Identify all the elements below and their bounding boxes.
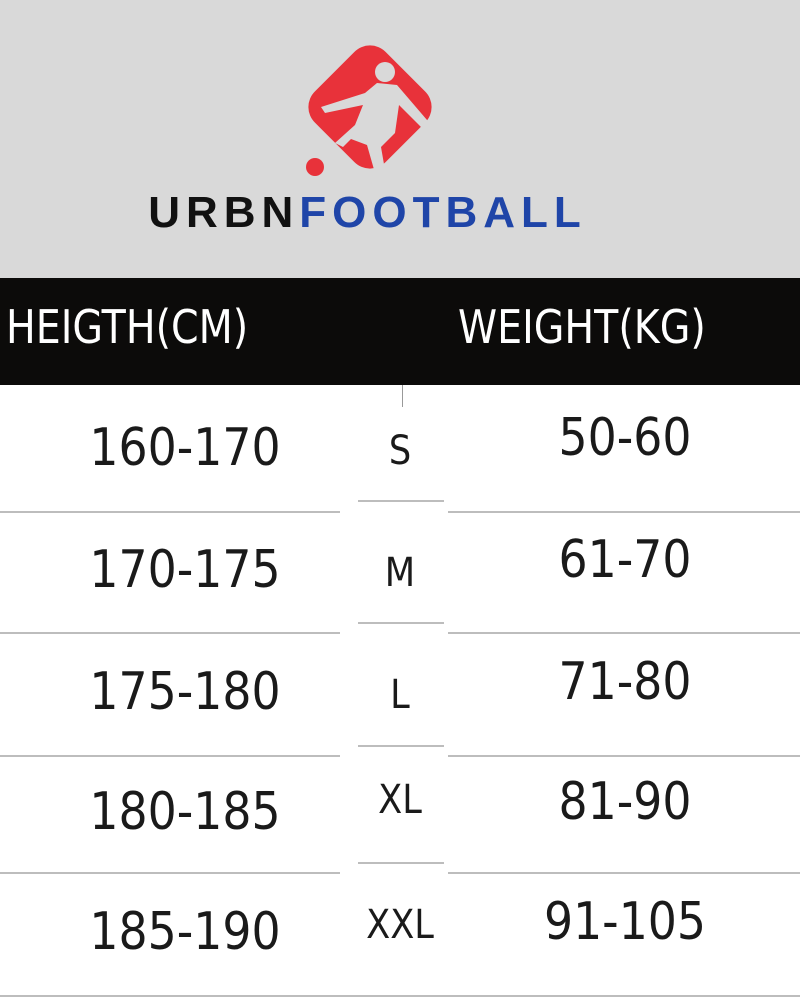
height-cell: 170-175 [89,540,281,600]
size-cell: S [388,428,412,474]
weight-cell: 81-90 [558,772,692,832]
weight-cell: 61-70 [558,530,692,590]
row-divider [448,632,800,634]
row-divider [448,755,800,757]
header-height: HEIGTH(CM) [6,300,249,354]
height-cell: 175-180 [89,662,281,722]
row-divider [358,745,444,747]
row-divider [448,872,800,874]
row-divider [0,632,340,634]
brand-header: URBNFOOTBALL [0,0,800,278]
brand-part2: FOOTBALL [299,188,587,237]
height-cell: 185-190 [89,902,281,962]
football-player-logo-icon [306,45,433,176]
brand-wordmark: URBNFOOTBALL [0,188,735,238]
size-cell: L [390,672,410,718]
row-divider [358,622,444,624]
header-weight: WEIGHT(KG) [458,300,706,354]
row-divider [0,755,340,757]
weight-cell: 71-80 [558,652,692,712]
table-row: 170-175 M 61-70 [0,510,800,630]
row-divider [358,500,444,502]
brand-part1: URBN [148,188,300,237]
table-row: 185-190 XXL 91-105 [0,872,800,992]
row-divider [448,511,800,513]
weight-cell: 91-105 [543,892,707,952]
divider [402,385,403,407]
height-cell: 160-170 [89,418,281,478]
height-cell: 180-185 [89,782,281,842]
row-divider [358,862,444,864]
size-cell: M [384,550,416,596]
table-row: 175-180 L 71-80 [0,632,800,752]
table-row: 160-170 S 50-60 [0,388,800,508]
row-divider [0,511,340,513]
row-divider [0,872,340,874]
table-header: HEIGTH(CM) WEIGHT(KG) [0,278,800,385]
size-cell: XL [378,777,422,823]
table-row: 180-185 XL 81-90 [0,752,800,872]
weight-cell: 50-60 [558,408,692,468]
row-divider [0,995,800,997]
size-cell: XXL [366,902,434,948]
